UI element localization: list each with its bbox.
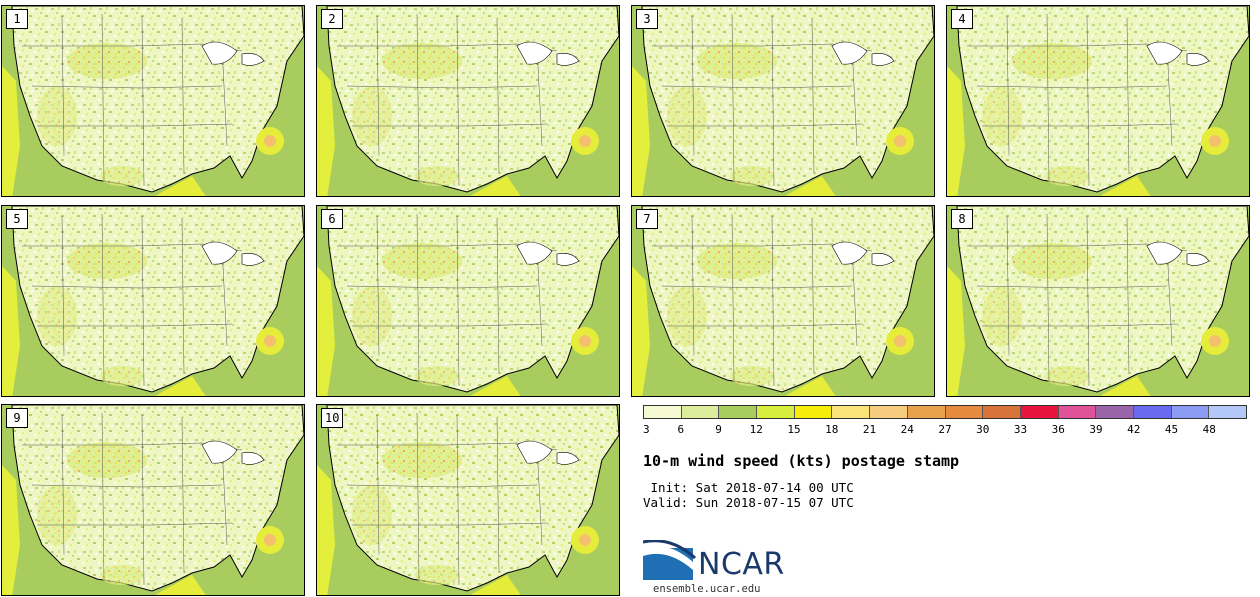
ensemble-member-panel: 6 — [316, 205, 620, 397]
ensemble-member-panel: 2 — [316, 5, 620, 197]
colorbar-tick-label: 42 — [1127, 423, 1141, 436]
plot-title: 10-m wind speed (kts) postage stamp — [643, 452, 960, 470]
logo-wordmark: NCAR — [698, 547, 785, 582]
ncar-logo-icon — [643, 540, 697, 580]
colorbar-tick-label: 27 — [938, 423, 952, 436]
colorbar-segment — [983, 406, 1021, 418]
colorbar-segment — [870, 406, 908, 418]
wind-speed-map — [632, 206, 934, 396]
member-number: 4 — [951, 9, 973, 29]
colorbar-segment — [719, 406, 758, 418]
colorbar-tick-label: 15 — [787, 423, 801, 436]
ensemble-member-panel: 3 — [631, 5, 935, 197]
colorbar-segment — [794, 406, 833, 418]
colorbar-segment — [1171, 406, 1210, 418]
member-number: 10 — [321, 408, 344, 428]
wind-speed-map — [2, 6, 304, 196]
member-number: 8 — [951, 209, 973, 229]
wind-speed-map — [317, 206, 619, 396]
wind-speed-map — [632, 6, 934, 196]
ensemble-member-panel: 4 — [946, 5, 1250, 197]
colorbar-tick-label: 3 — [643, 423, 650, 436]
colorbar-segment — [1058, 406, 1097, 418]
colorbar-tick-label: 12 — [749, 423, 763, 436]
colorbar-segment — [832, 406, 871, 418]
wind-speed-map — [317, 405, 619, 595]
colorbar-segment — [1020, 406, 1059, 418]
colorbar-tick-label: 36 — [1051, 423, 1065, 436]
wind-speed-map — [317, 6, 619, 196]
colorbar-segment — [757, 406, 795, 418]
ensemble-member-panel: 5 — [1, 205, 305, 397]
colorbar-segment — [681, 406, 720, 418]
colorbar-tick-label: 24 — [900, 423, 914, 436]
member-number: 2 — [321, 9, 343, 29]
colorbar-tick-label: 33 — [1013, 423, 1028, 436]
colorbar-tick-label: 45 — [1164, 423, 1179, 436]
colorbar-segment — [1133, 406, 1172, 418]
member-number: 5 — [6, 209, 28, 229]
colorbar-segment — [907, 406, 946, 418]
site-url[interactable]: ensemble.ucar.edu — [653, 583, 761, 595]
ensemble-member-panel: 9 — [1, 404, 305, 596]
colorbar-tick-label: 18 — [825, 423, 839, 436]
member-number: 7 — [636, 209, 658, 229]
colorbar-segment — [1096, 406, 1134, 418]
colorbar-tick-label: 9 — [715, 423, 722, 436]
wind-speed-map — [947, 206, 1249, 396]
ensemble-member-panel: 8 — [946, 205, 1250, 397]
member-number: 1 — [6, 9, 28, 29]
colorbar-ticks: 3 6 9 12 15 18 21 24 27 30 33 36 39 42 45 48 — [643, 423, 1247, 437]
member-number: 3 — [636, 9, 658, 29]
ensemble-member-panel: 10 — [316, 404, 620, 596]
init-time: Init: Sat 2018-07-14 00 UTC — [643, 480, 854, 495]
ensemble-member-panel: 7 — [631, 205, 935, 397]
colorbar-tick-label: 48 — [1202, 423, 1216, 436]
colorbar-segment — [1209, 406, 1246, 418]
valid-time: Valid: Sun 2018-07-15 07 UTC — [643, 495, 854, 510]
colorbar-tick-label: 21 — [862, 423, 877, 436]
member-number: 9 — [6, 408, 28, 428]
colorbar-tick-label: 6 — [677, 423, 685, 436]
colorbar-segment — [945, 406, 984, 418]
wind-speed-map — [947, 6, 1249, 196]
ensemble-member-panel: 1 — [1, 5, 305, 197]
colorbar-tick-label: 30 — [976, 423, 990, 436]
wind-speed-map — [2, 206, 304, 396]
colorbar — [643, 405, 1247, 419]
member-number: 6 — [321, 209, 343, 229]
wind-speed-map — [2, 405, 304, 595]
colorbar-tick-label: 39 — [1089, 423, 1103, 436]
colorbar-segment — [644, 406, 682, 418]
